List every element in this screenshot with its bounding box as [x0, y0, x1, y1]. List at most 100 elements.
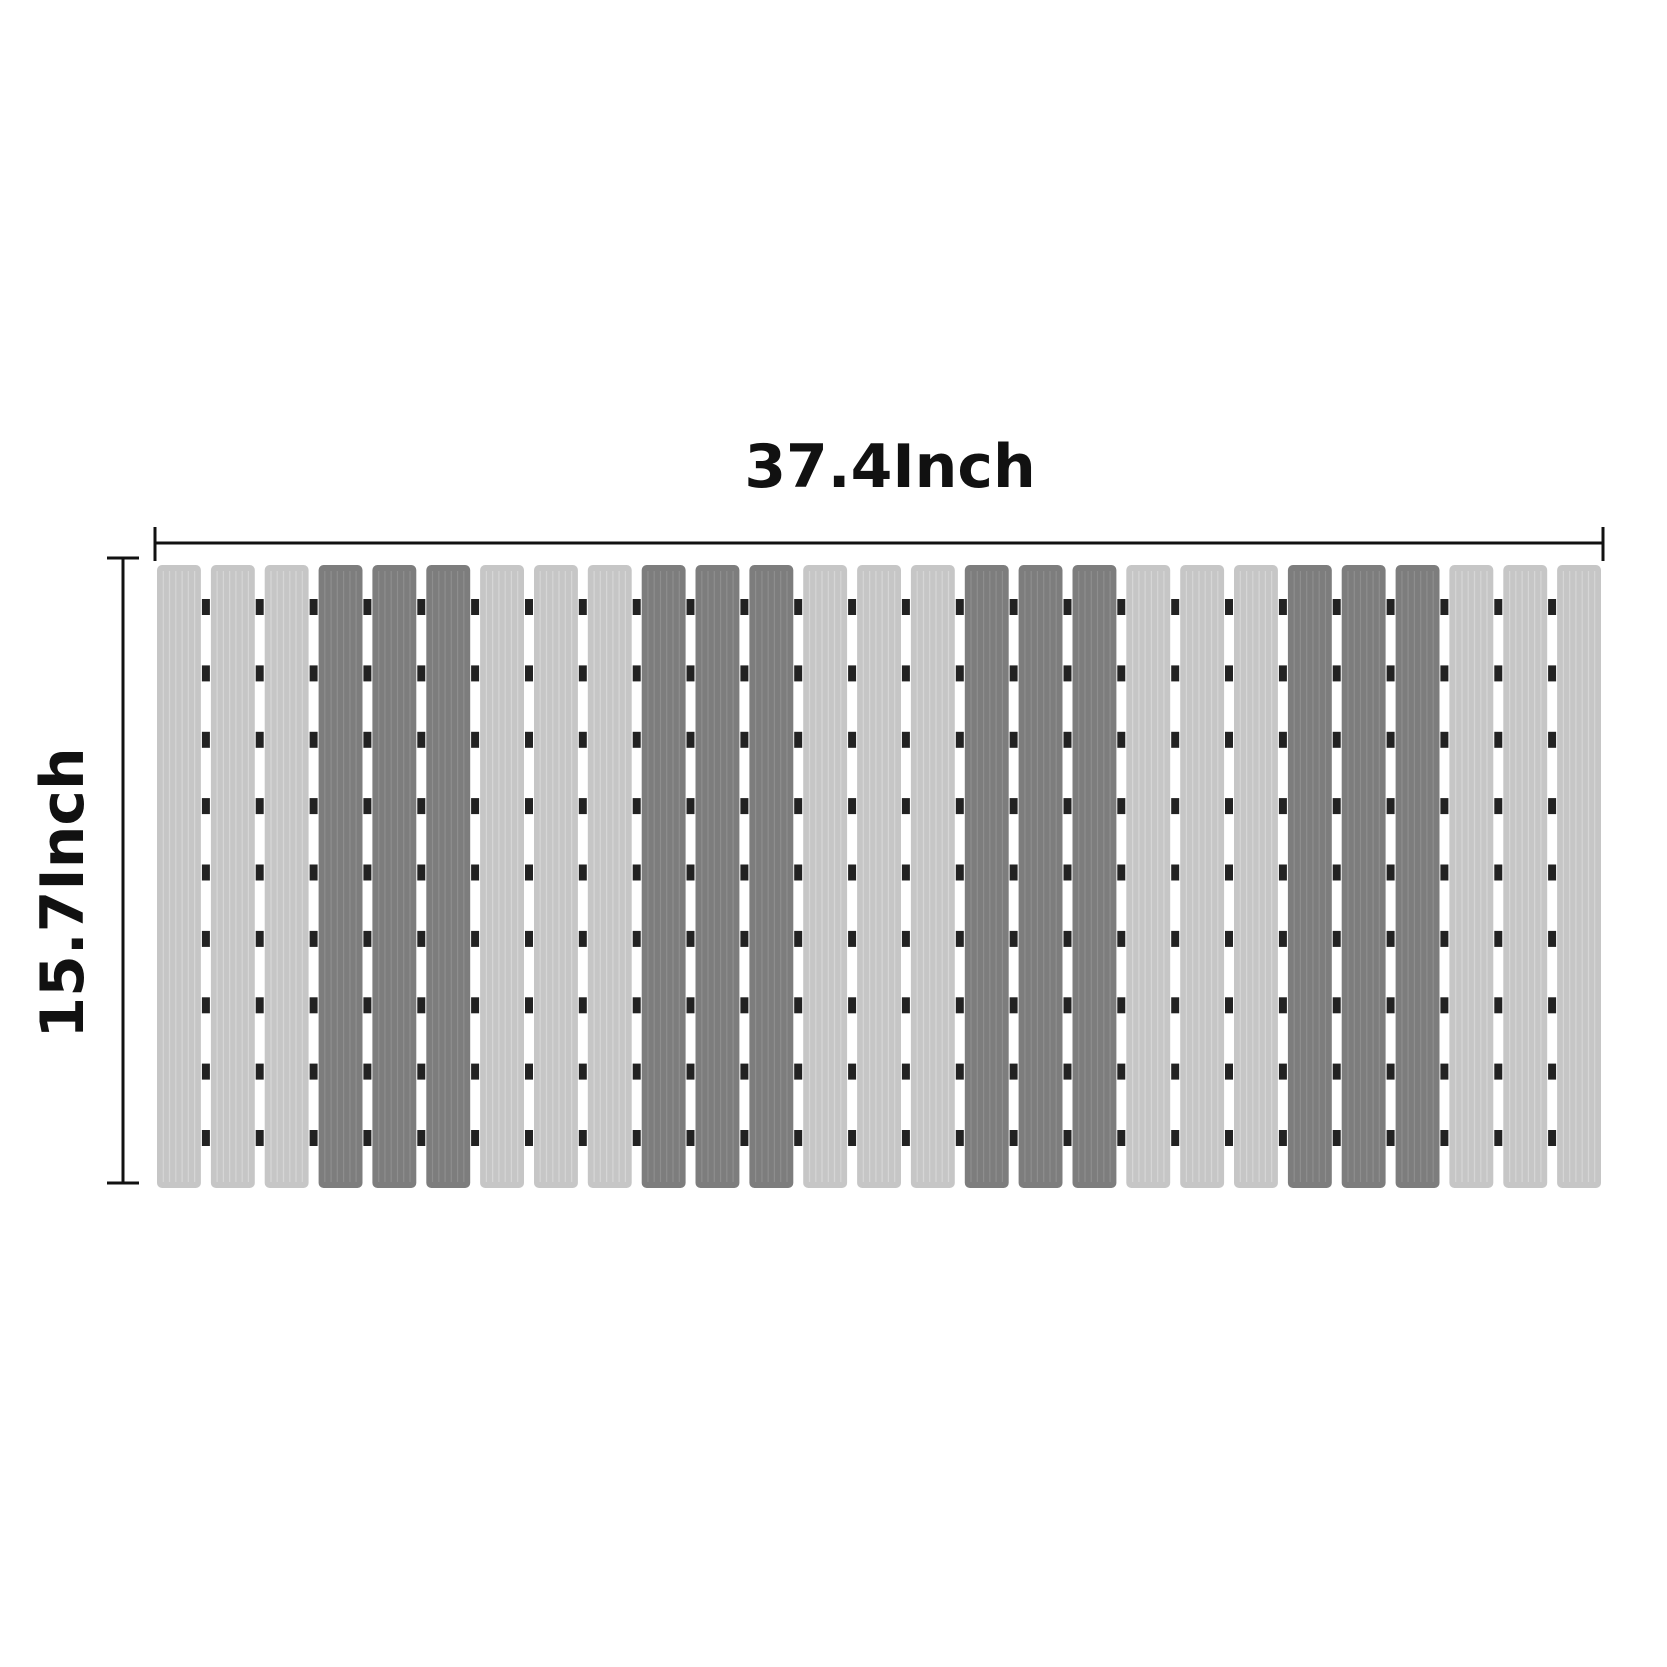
- slat-connector: [686, 665, 695, 682]
- slat-connector: [255, 731, 264, 748]
- slat-connector: [848, 864, 857, 881]
- slat-connector: [1386, 798, 1395, 815]
- mat-slat-light: [157, 565, 201, 1188]
- slat-connector: [1278, 665, 1287, 682]
- slat-connector: [1063, 1130, 1072, 1146]
- slat-connector: [1494, 930, 1503, 947]
- slat-connector: [1548, 731, 1557, 748]
- slat-connector: [309, 798, 318, 815]
- slat-connector: [201, 1130, 210, 1146]
- slat-connector: [955, 599, 964, 615]
- slat-connector: [1117, 1063, 1126, 1080]
- slat-connector: [1332, 864, 1341, 881]
- slat-connector: [1225, 1063, 1233, 1080]
- slat-connector: [901, 997, 910, 1014]
- slat-connector: [363, 997, 372, 1014]
- slat-connector: [740, 1130, 749, 1146]
- slat-connector: [255, 864, 264, 881]
- slat-connector: [1386, 1063, 1395, 1080]
- slat-connector: [1009, 997, 1018, 1014]
- slat-connector: [309, 930, 318, 947]
- slat-connector: [955, 731, 964, 748]
- slat-connector: [1278, 930, 1287, 947]
- slat-connector: [686, 930, 695, 947]
- slat-connector: [1440, 1063, 1449, 1080]
- slat-connector: [686, 997, 695, 1014]
- slat-connector: [417, 665, 426, 682]
- slat-connector: [740, 599, 749, 615]
- mat-slat-light: [1503, 565, 1548, 1188]
- slat-connector: [1332, 997, 1341, 1014]
- slat-connector: [578, 599, 587, 615]
- slat-connector: [901, 798, 910, 815]
- slat-connector: [901, 930, 910, 947]
- slat-connector: [955, 997, 964, 1014]
- slat-connector: [578, 864, 587, 881]
- mat-slat-dark: [1072, 565, 1117, 1188]
- slat-connector: [1009, 1063, 1018, 1080]
- slat-connector: [1171, 864, 1180, 881]
- slat-connector: [1386, 864, 1395, 881]
- slat-connector: [1171, 1063, 1180, 1080]
- slat-connector: [1332, 798, 1341, 815]
- slat-connector: [255, 1130, 264, 1146]
- slat-connector: [1063, 665, 1072, 682]
- slat-connector: [632, 731, 641, 748]
- slat-connector: [1332, 599, 1341, 615]
- slat-connector: [848, 1063, 857, 1080]
- slat-connector: [578, 997, 587, 1014]
- slat-connector: [794, 798, 803, 815]
- slat-connector: [1386, 731, 1395, 748]
- slat-connector: [1009, 731, 1018, 748]
- mat-slat-light: [803, 565, 848, 1188]
- slat-connector: [417, 599, 426, 615]
- slat-connector: [1494, 665, 1503, 682]
- slat-connector: [740, 997, 749, 1014]
- slat-connector: [848, 731, 857, 748]
- slat-connector: [794, 1063, 803, 1080]
- slat-connector: [1117, 997, 1126, 1014]
- slat-connector: [1117, 798, 1126, 815]
- slat-connector: [1063, 1063, 1072, 1080]
- slat-connector: [1332, 731, 1341, 748]
- slat-connector: [1171, 665, 1180, 682]
- slat-connector: [740, 1063, 749, 1080]
- slat-connector: [1171, 599, 1180, 615]
- slat-connector: [632, 997, 641, 1014]
- slat-connector: [417, 731, 426, 748]
- slat-connector: [525, 599, 533, 615]
- slat-connector: [1278, 997, 1287, 1014]
- slat-connector: [255, 930, 264, 947]
- slat-connector: [901, 731, 910, 748]
- slat-connector: [794, 997, 803, 1014]
- slat-connector: [794, 599, 803, 615]
- slat-connector: [901, 1130, 910, 1146]
- slat-connector: [1278, 864, 1287, 881]
- slat-connector: [255, 997, 264, 1014]
- slat-connector: [686, 798, 695, 815]
- slat-connector: [1440, 798, 1449, 815]
- slat-connector: [578, 798, 587, 815]
- slat-connector: [1386, 1130, 1395, 1146]
- slat-connector: [1278, 731, 1287, 748]
- slat-connector: [955, 1130, 964, 1146]
- slat-connector: [417, 864, 426, 881]
- slat-connector: [201, 930, 210, 947]
- slat-connector: [201, 864, 210, 881]
- mat-slat-dark: [318, 565, 363, 1188]
- slat-connector: [1009, 864, 1018, 881]
- slat-connector: [1009, 930, 1018, 947]
- slat-connector: [201, 1063, 210, 1080]
- slat-connector: [1440, 1130, 1449, 1146]
- slat-connector: [632, 665, 641, 682]
- width-label: 37.4Inch: [744, 432, 1035, 502]
- bath-mat: [157, 565, 1601, 1188]
- slat-connector: [1171, 798, 1180, 815]
- slat-connector: [686, 1063, 695, 1080]
- slat-connector: [578, 665, 587, 682]
- slat-connector: [1009, 599, 1018, 615]
- slat-connector: [955, 665, 964, 682]
- slat-connector: [1225, 864, 1233, 881]
- slat-connector: [309, 1063, 318, 1080]
- mat-slat-light: [264, 565, 309, 1188]
